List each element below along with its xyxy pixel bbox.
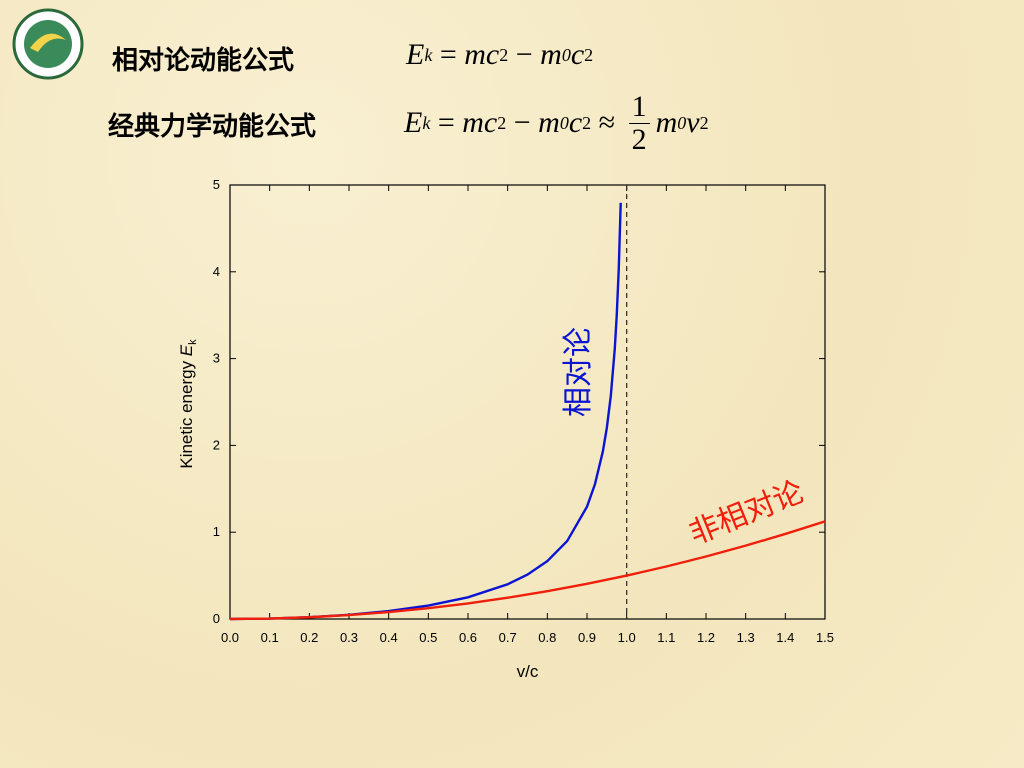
formula-part: m	[540, 38, 562, 71]
y-tick-label: 5	[213, 177, 220, 192]
y-axis-label-text: Kinetic energy	[177, 356, 196, 468]
header-title: 经典力学动能公式	[108, 112, 317, 142]
logo	[12, 8, 84, 80]
x-tick-label: 1.2	[697, 630, 715, 645]
y-axis-label-sub: k	[187, 339, 199, 345]
series-label: 非相对论	[684, 474, 808, 551]
superscript: 2	[497, 112, 507, 133]
formula-part: mc	[464, 38, 500, 71]
formula-part: mc	[462, 106, 498, 139]
x-tick-label: 1.3	[737, 630, 755, 645]
formula-part: c	[570, 38, 585, 71]
x-tick-label: 1.5	[816, 630, 834, 645]
y-tick-label: 4	[213, 264, 220, 279]
series-line	[229, 520, 826, 621]
x-tick-label: 0.3	[340, 630, 358, 645]
formula-part: −	[508, 38, 541, 71]
subscript: k	[422, 112, 431, 133]
logo-core	[24, 20, 72, 68]
formula-part: E	[406, 38, 425, 71]
formula-part: c	[568, 106, 583, 139]
series-label: 相对论	[561, 327, 596, 417]
x-tick-label: 0.5	[419, 630, 437, 645]
formula-part: ≈	[591, 106, 623, 139]
x-tick-label: 0.4	[380, 630, 398, 645]
x-tick-label: 0.1	[261, 630, 279, 645]
formula-part: E	[404, 106, 423, 139]
y-tick-label: 0	[213, 611, 220, 626]
subscript: 0	[561, 44, 571, 65]
formula-part: =	[432, 38, 465, 71]
x-tick-label: 0.6	[459, 630, 477, 645]
y-tick-label: 1	[213, 524, 220, 539]
numerator: 1	[628, 91, 650, 124]
y-axis-label: Kinetic energy Ek	[177, 339, 199, 469]
x-tick-label: 1.0	[618, 630, 636, 645]
subscript: 0	[559, 112, 569, 133]
superscript: 2	[699, 112, 709, 133]
x-tick-label: 1.4	[776, 630, 794, 645]
formula-part: =	[430, 106, 463, 139]
plot-frame	[229, 184, 826, 620]
y-tick-label: 2	[213, 437, 220, 452]
formula-part: −	[506, 106, 539, 139]
denominator: 2	[631, 122, 647, 156]
formula-part: m	[538, 106, 560, 139]
superscript: 2	[584, 44, 594, 65]
superscript: 2	[582, 112, 592, 133]
x-tick-label: 0.2	[300, 630, 318, 645]
x-tick-label: 0.0	[221, 630, 239, 645]
superscript: 2	[499, 44, 509, 65]
logo-wing	[30, 33, 66, 52]
header-title: 相对论动能公式	[112, 46, 295, 76]
y-axis-label-symbol: E	[177, 344, 196, 356]
subscript: 0	[677, 112, 687, 133]
x-tick-label: 0.9	[578, 630, 596, 645]
y-tick-label: 3	[213, 351, 220, 366]
x-tick-label: 0.7	[499, 630, 517, 645]
formula-part: m	[655, 106, 678, 139]
x-axis-label: v/c	[517, 662, 539, 681]
subscript: k	[424, 44, 433, 65]
x-tick-label: 1.1	[657, 630, 675, 645]
x-tick-label: 0.8	[538, 630, 556, 645]
formula-part: v	[686, 106, 700, 139]
